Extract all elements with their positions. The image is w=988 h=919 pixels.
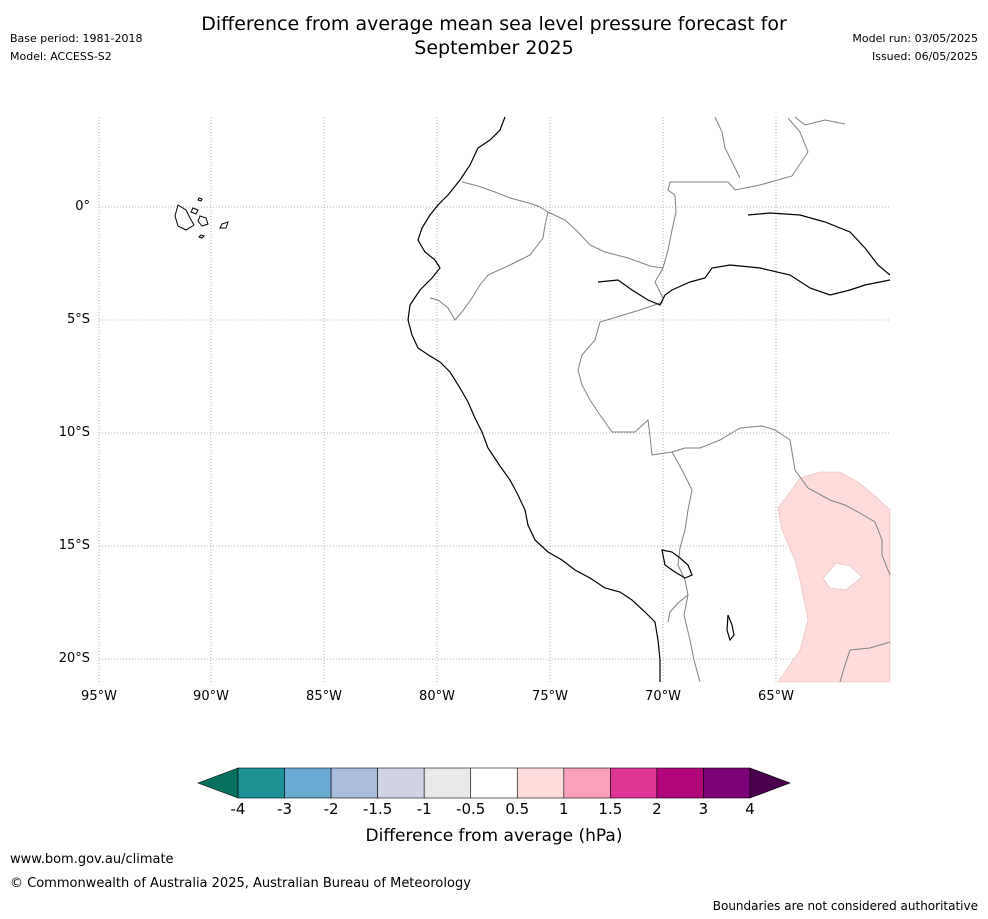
island-san-cristobal — [219, 221, 229, 229]
island-santa-cruz — [197, 215, 209, 227]
colorbar-tick-label: 4 — [745, 800, 755, 818]
base-period: Base period: 1981-2018 — [10, 32, 143, 45]
colorbar-box — [377, 767, 425, 799]
lat-label-5s: 5°S — [66, 312, 90, 327]
country-borders — [429, 116, 891, 683]
colorbar-extend-low — [197, 767, 239, 799]
island-isabela — [174, 204, 195, 231]
lat-label-10s: 10°S — [58, 425, 90, 440]
title-line-1: Difference from average mean sea level p… — [201, 13, 787, 35]
model-name: Model: ACCESS-S2 — [10, 50, 112, 63]
lon-label-65w: 65°W — [758, 689, 794, 704]
colorbar-tick-label: -3 — [277, 800, 293, 818]
colorbar-tick-label: -1.5 — [362, 800, 393, 818]
axis-frame — [99, 117, 890, 682]
border-venezuela-north — [714, 116, 741, 179]
colorbar-box — [516, 767, 565, 799]
colorbar-tick-label: 1 — [559, 800, 569, 818]
galapagos-islands — [174, 197, 229, 239]
border-guyana — [794, 116, 846, 126]
island-pinta — [197, 197, 203, 202]
colorbar-box — [656, 767, 704, 799]
colorbar-box — [563, 767, 611, 799]
map-frame — [99, 117, 890, 682]
coast-northern-river — [747, 212, 891, 276]
colorbar-tick-label: 3 — [698, 800, 709, 818]
colorbar-tick-label: -1 — [416, 800, 432, 818]
lon-label-75w: 75°W — [532, 689, 568, 704]
copyright-notice: © Commonwealth of Australia 2025, Austra… — [10, 876, 471, 891]
lon-label-80w: 80°W — [419, 689, 455, 704]
lat-label-0: 0° — [75, 199, 90, 214]
colorbar-box — [610, 767, 658, 799]
coast-lake-titicaca — [661, 549, 693, 579]
meta-left: Base period: 1981-2018 Model: ACCESS-S2 — [10, 30, 142, 66]
lon-label-70w: 70°W — [645, 689, 681, 704]
island-santiago — [190, 207, 199, 215]
model-run: Model run: 03/05/2025 — [852, 32, 978, 45]
colorbar-box — [330, 767, 378, 799]
title-line-2: September 2025 — [414, 37, 574, 59]
lat-label-20s: 20°S — [58, 651, 90, 666]
lon-label-95w: 95°W — [81, 689, 117, 704]
colorbar-label: Difference from average (hPa) — [365, 826, 623, 846]
colorbar-box — [470, 767, 518, 799]
colorbar-tick-label: 1.5 — [598, 800, 623, 818]
colorbar-tick-label: -2 — [323, 800, 339, 818]
border-colombia-venezuela — [662, 117, 809, 269]
coast-lake-poopo — [726, 614, 735, 642]
chart-title: Difference from average mean sea level p… — [0, 12, 988, 60]
colorbar-tick-label: -0.5 — [456, 800, 486, 818]
border-peru-bolivia — [667, 451, 693, 623]
colorbar-tick-label: 0.5 — [505, 800, 530, 818]
border-bolivia-paraguay — [839, 641, 891, 683]
border-colombia-brazil — [547, 211, 664, 299]
lon-label-90w: 90°W — [193, 689, 229, 704]
coast-pacific — [407, 116, 661, 682]
border-colombia-ecuador — [429, 181, 549, 321]
coastlines — [407, 116, 891, 682]
issued-date: Issued: 06/05/2025 — [871, 50, 978, 63]
border-peru-brazil — [577, 301, 791, 456]
colorbar-box — [423, 767, 472, 799]
island-floreana — [198, 234, 205, 239]
colorbar — [197, 767, 791, 799]
colorbar-box — [284, 767, 332, 799]
coast-amazon-river — [597, 264, 891, 306]
colorbar-box — [703, 767, 751, 799]
boundaries-disclaimer: Boundaries are not considered authoritat… — [712, 899, 978, 913]
colorbar-tick-label: -4 — [230, 800, 246, 818]
border-bolivia-chile — [683, 594, 701, 683]
lat-label-15s: 15°S — [58, 538, 90, 553]
border-bolivia-brazil — [789, 439, 891, 576]
map-gridlines — [98, 117, 890, 682]
website-link[interactable]: www.bom.gov.au/climate — [10, 852, 174, 867]
lon-label-85w: 85°W — [306, 689, 342, 704]
colorbar-box — [237, 767, 285, 799]
meta-right: Model run: 03/05/2025 Issued: 06/05/2025 — [852, 30, 978, 66]
colorbar-extend-high — [749, 767, 791, 799]
colorbar-tick-label: 2 — [652, 800, 662, 818]
anomaly-region-positive — [777, 471, 891, 683]
